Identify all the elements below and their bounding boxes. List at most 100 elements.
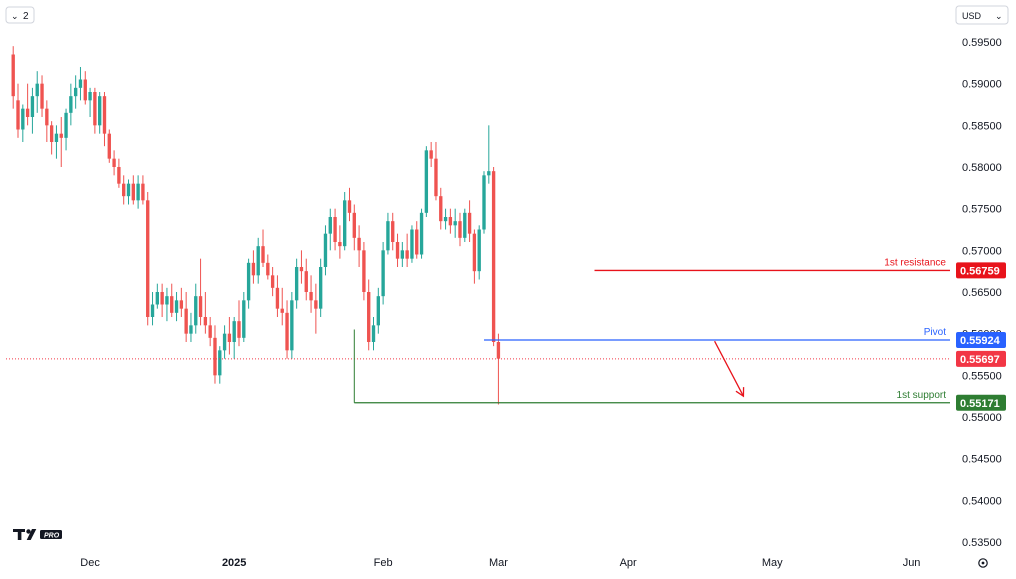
price-tags: 0.56759 0.55924 0.55697 0.55171 xyxy=(956,262,1006,411)
candle xyxy=(88,87,92,117)
pivot-label: Pivot xyxy=(924,327,946,338)
y-tick-label: 0.57000 xyxy=(962,245,1002,257)
candle-body xyxy=(391,221,395,242)
price-tag-box xyxy=(956,350,1006,367)
support-price-tag: 0.55171 xyxy=(956,394,1006,411)
candle-body xyxy=(155,292,160,305)
candle-body xyxy=(467,212,472,234)
candle-body xyxy=(203,317,208,326)
y-axis: 0.59500 0.59000 0.58500 0.58000 0.57500 0.570… xyxy=(962,37,1002,549)
candle xyxy=(232,317,236,359)
y-tick-label: 0.56500 xyxy=(962,287,1002,299)
candle xyxy=(141,175,145,205)
y-tick-label: 0.59500 xyxy=(962,37,1002,49)
candle-body xyxy=(59,133,63,138)
candle-body xyxy=(232,321,236,342)
legend-toggle[interactable]: ⌄ 2 xyxy=(5,6,35,24)
candle-body xyxy=(35,83,39,97)
candle-body xyxy=(318,267,323,309)
candle xyxy=(458,212,462,247)
candle-body xyxy=(477,229,481,272)
candle xyxy=(189,312,193,342)
support-label: 1st support xyxy=(897,390,947,401)
candle xyxy=(146,192,150,326)
candle xyxy=(73,75,78,109)
candle xyxy=(261,229,265,267)
candle-body xyxy=(285,312,289,351)
candle-body xyxy=(482,175,486,230)
x-tick-label: Mar xyxy=(489,557,508,569)
y-tick-label: 0.55000 xyxy=(962,412,1002,424)
candle-body xyxy=(184,308,188,334)
candle-body xyxy=(424,150,429,213)
y-tick-label: 0.58000 xyxy=(962,162,1002,174)
projection-arrow-shaft xyxy=(714,340,745,397)
candle xyxy=(304,258,308,301)
candle xyxy=(213,325,217,384)
price-tag-text: 0.55171 xyxy=(960,398,1000,410)
price-tag-box xyxy=(956,332,1006,348)
candle xyxy=(16,83,20,138)
candle-body xyxy=(309,292,313,301)
candle xyxy=(184,292,188,342)
candle xyxy=(299,250,304,284)
candle xyxy=(174,292,179,322)
candle xyxy=(429,142,433,167)
candle-body xyxy=(97,96,102,126)
candle-body xyxy=(304,271,308,292)
gear-icon[interactable] xyxy=(978,558,988,568)
candle xyxy=(415,221,419,259)
y-tick-label: 0.57500 xyxy=(962,204,1002,216)
candle xyxy=(290,292,294,359)
candle-body xyxy=(246,262,251,301)
candle xyxy=(491,167,496,347)
candle xyxy=(371,317,376,351)
candle xyxy=(160,283,164,317)
candle-body xyxy=(328,217,332,234)
candle xyxy=(439,187,443,230)
candle-body xyxy=(419,212,424,255)
candle-body xyxy=(189,325,193,334)
candle xyxy=(280,287,284,326)
price-tag-text: 0.55697 xyxy=(960,354,1000,366)
candle xyxy=(386,212,390,255)
candle-body xyxy=(170,296,174,313)
candle xyxy=(237,300,241,347)
candle-body xyxy=(443,217,448,222)
tradingview-logo: PRO xyxy=(13,529,62,540)
candle xyxy=(155,283,160,309)
candle-body xyxy=(112,158,116,167)
x-axis: Dec 2025 Feb Mar Apr May Jun xyxy=(80,557,920,569)
candle-body xyxy=(30,96,35,117)
y-tick-label: 0.58500 xyxy=(962,120,1002,132)
candle-body xyxy=(194,296,198,326)
candle xyxy=(362,242,366,301)
candle-body xyxy=(45,108,49,126)
currency-label: USD xyxy=(962,11,982,21)
y-tick-label: 0.54500 xyxy=(962,454,1002,466)
y-tick-label: 0.59000 xyxy=(962,79,1002,91)
candles xyxy=(11,46,501,405)
candle-body xyxy=(179,300,184,309)
currency-selector[interactable]: USD ⌄ xyxy=(955,5,1009,25)
candle-body xyxy=(453,221,457,226)
candle xyxy=(11,46,15,109)
candle-body xyxy=(343,200,347,247)
candle xyxy=(170,283,174,317)
candle-body xyxy=(218,350,222,376)
candle-body xyxy=(208,325,212,338)
candle-body xyxy=(463,212,467,238)
candle xyxy=(227,317,232,355)
candle xyxy=(242,292,246,342)
candle xyxy=(40,75,44,117)
candle xyxy=(482,171,486,234)
candle-body xyxy=(371,325,376,342)
price-tag-box xyxy=(956,394,1006,411)
candle-body xyxy=(386,221,390,251)
x-tick-label: Dec xyxy=(80,557,100,569)
x-tick-label: Feb xyxy=(374,557,393,569)
last_price-price-tag: 0.55697 xyxy=(956,350,1006,367)
candle-body xyxy=(146,200,150,317)
price-tag-box xyxy=(956,262,1006,279)
